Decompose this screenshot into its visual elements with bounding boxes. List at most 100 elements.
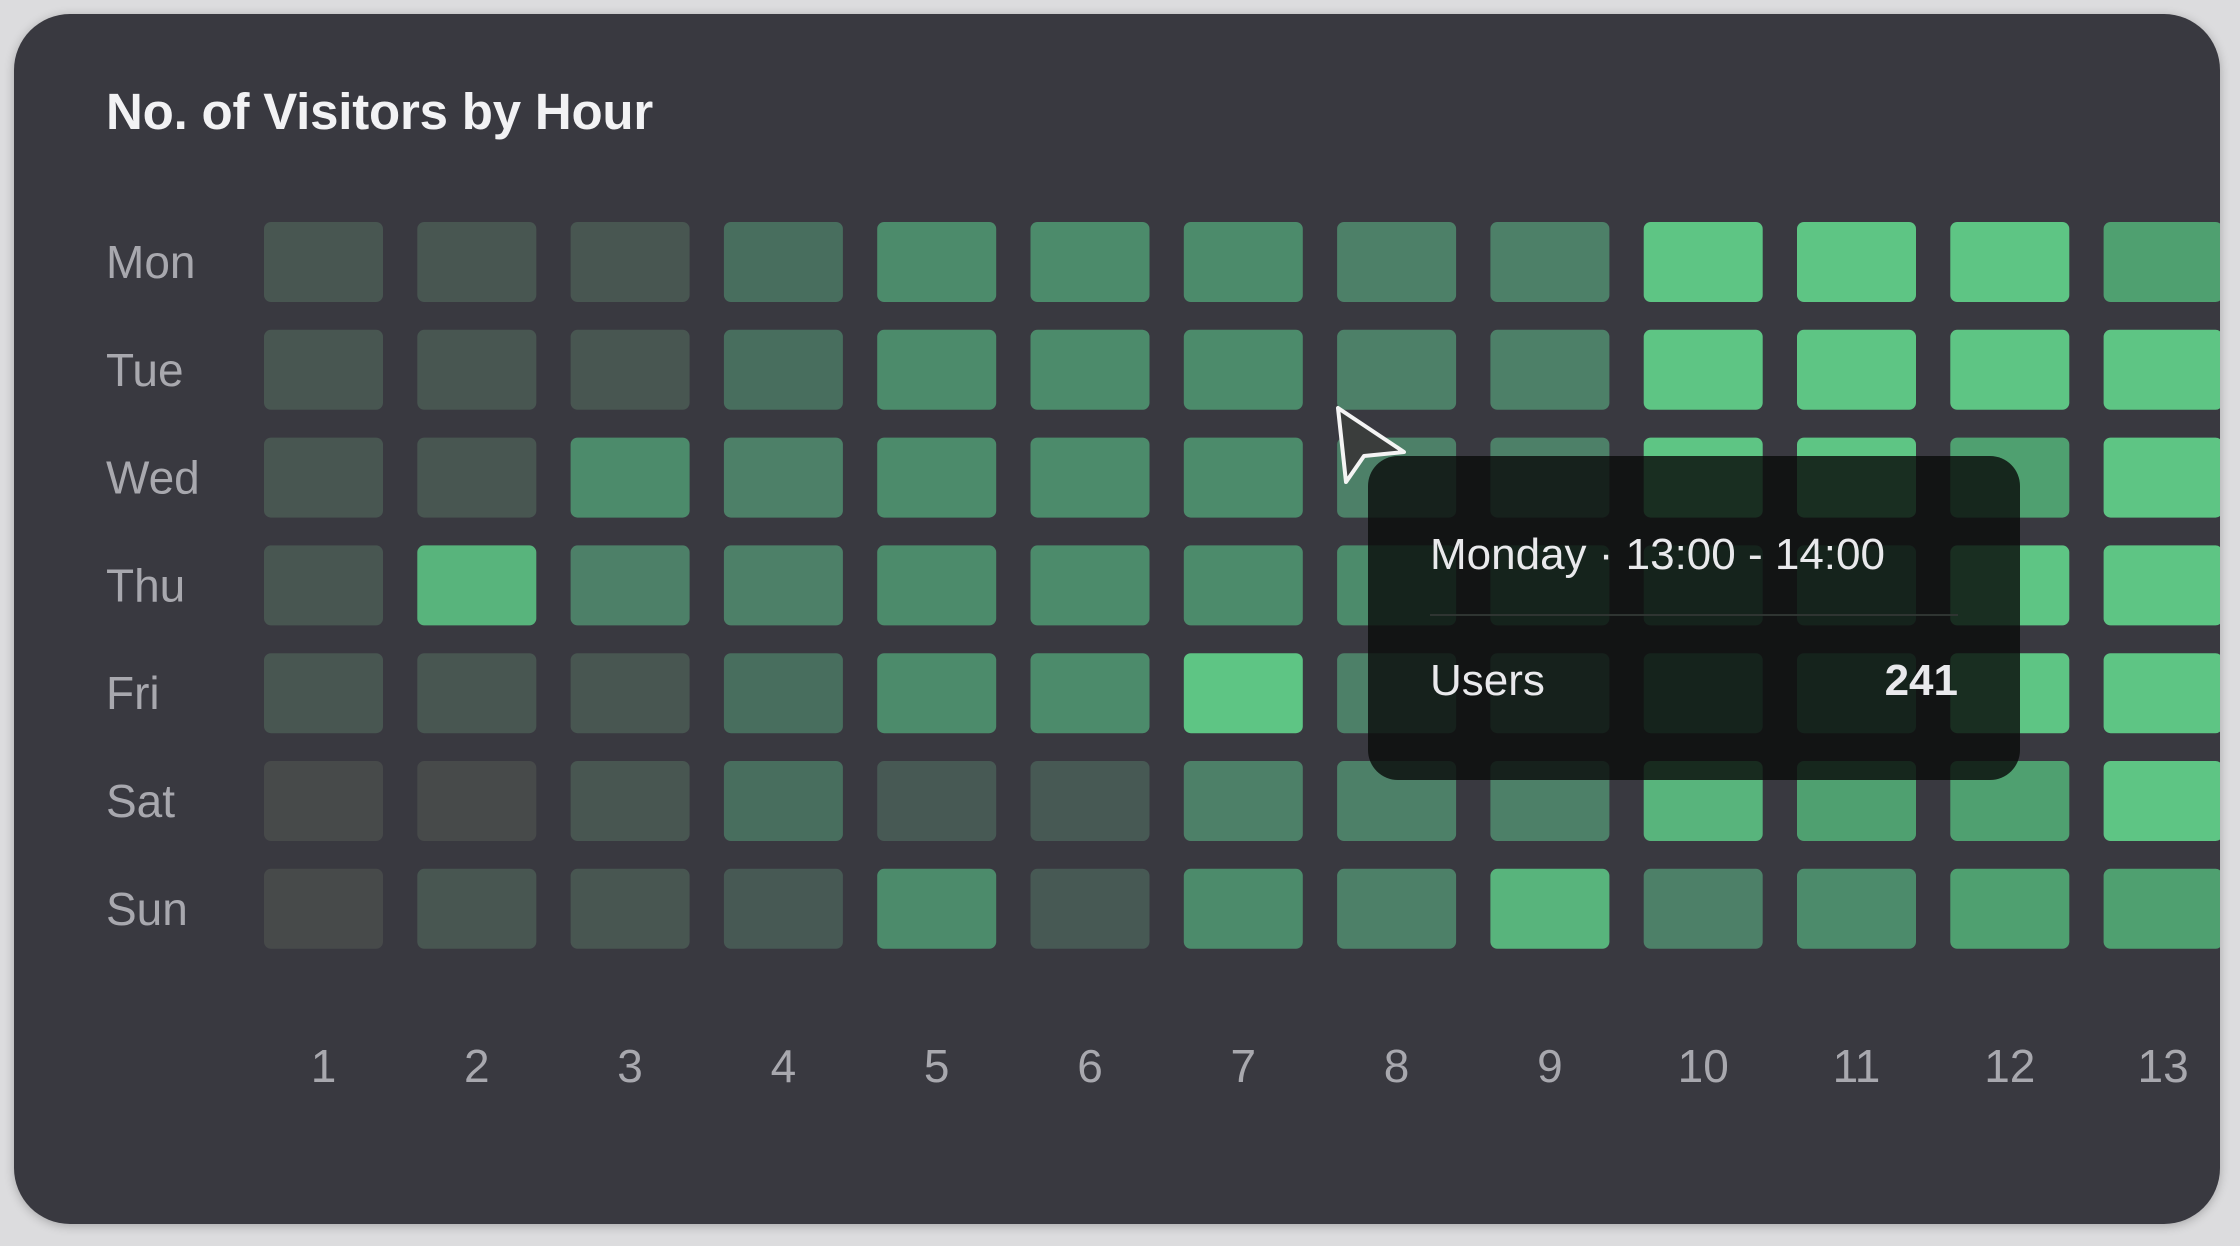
heatmap-cell-tue-8[interactable] [1337, 329, 1457, 410]
heatmap-cell-thu-1[interactable] [264, 545, 383, 626]
col-label-2: 2 [464, 1040, 490, 1092]
heatmap-cell-mon-4[interactable] [723, 222, 843, 302]
heatmap-cell-thu-2[interactable] [417, 545, 537, 626]
heatmap-cell-sat-13[interactable] [2103, 761, 2220, 841]
heatmap-cell-sat-11[interactable] [1797, 761, 1916, 841]
heatmap-cell-wed-13[interactable] [2103, 437, 2220, 518]
col-label-7: 7 [1231, 1040, 1257, 1092]
heatmap-cell-tue-5[interactable] [877, 329, 997, 410]
heatmap-cell-fri-3[interactable] [570, 653, 690, 734]
heatmap-cell-mon-8[interactable] [1337, 222, 1457, 302]
heatmap-cell-thu-7[interactable] [1183, 545, 1303, 626]
tooltip-divider [1430, 614, 1958, 616]
heatmap-cell-mon-1[interactable] [264, 222, 383, 302]
heatmap-cell-sat-7[interactable] [1183, 761, 1303, 841]
heatmap-cell-sat-10[interactable] [1643, 761, 1763, 841]
heatmap-cell-mon-5[interactable] [877, 222, 997, 302]
heatmap-cell-sun-8[interactable] [1337, 868, 1457, 949]
heatmap-cell-sat-1[interactable] [264, 761, 383, 841]
tooltip-value: 241 [1884, 656, 1958, 705]
heatmap-cell-sun-12[interactable] [1950, 868, 2070, 949]
heatmap-cell-sun-9[interactable] [1490, 868, 1610, 949]
chart-title: No. of Visitors by Hour [106, 83, 654, 140]
heatmap-cell-sun-1[interactable] [264, 868, 383, 949]
heatmap-cell-fri-1[interactable] [264, 653, 383, 734]
heatmap-cell-tue-6[interactable] [1030, 329, 1150, 410]
heatmap-cell-tue-1[interactable] [264, 329, 383, 410]
col-label-9: 9 [1537, 1040, 1563, 1092]
heatmap-cell-thu-5[interactable] [877, 545, 997, 626]
heatmap-cell-wed-2[interactable] [417, 437, 537, 518]
heatmap-cell-tue-12[interactable] [1950, 329, 2070, 410]
heatmap-cell-tue-4[interactable] [723, 329, 843, 410]
row-label-sun: Sun [106, 883, 188, 935]
heatmap-cell-sun-7[interactable] [1183, 868, 1303, 949]
row-label-sat: Sat [106, 775, 175, 827]
heatmap-cell-tue-11[interactable] [1797, 329, 1916, 410]
heatmap-cell-sat-6[interactable] [1030, 761, 1150, 841]
heatmap-cell-sat-8[interactable] [1337, 761, 1457, 841]
heatmap-cell-wed-5[interactable] [877, 437, 997, 518]
row-label-fri: Fri [106, 667, 160, 719]
heatmap-cell-mon-7[interactable] [1183, 222, 1303, 302]
heatmap-cell-sun-3[interactable] [570, 868, 690, 949]
heatmap-cell-fri-2[interactable] [417, 653, 537, 734]
heatmap-cell-thu-13[interactable] [2103, 545, 2220, 626]
heatmap-cell-sun-6[interactable] [1030, 868, 1150, 949]
heatmap-cell-fri-4[interactable] [723, 653, 843, 734]
heatmap-cell-sun-4[interactable] [723, 868, 843, 949]
heatmap-cell-fri-5[interactable] [877, 653, 997, 734]
heatmap-cell-wed-6[interactable] [1030, 437, 1150, 518]
heatmap-cell-sat-9[interactable] [1490, 761, 1610, 841]
heatmap-cell-tue-13[interactable] [2103, 329, 2220, 410]
col-label-11: 11 [1833, 1040, 1881, 1092]
row-label-wed: Wed [106, 452, 200, 504]
heatmap-cell-sun-13[interactable] [2103, 868, 2220, 949]
heatmap-cell-mon-13[interactable] [2103, 222, 2220, 302]
col-label-5: 5 [924, 1040, 950, 1092]
heatmap-cell-wed-1[interactable] [264, 437, 383, 518]
heatmap-cell-mon-11[interactable] [1797, 222, 1916, 302]
heatmap-cell-mon-12[interactable] [1950, 222, 2070, 302]
heatmap-cell-thu-6[interactable] [1030, 545, 1150, 626]
tooltip-header: Monday · 13:00 - 14:00 [1430, 530, 1885, 579]
row-label-tue: Tue [106, 344, 184, 396]
heatmap-cell-mon-10[interactable] [1643, 222, 1763, 302]
tooltip-label: Users [1430, 656, 1545, 705]
heatmap-cell-thu-3[interactable] [570, 545, 690, 626]
heatmap-cell-sun-2[interactable] [417, 868, 537, 949]
heatmap-cell-sat-2[interactable] [417, 761, 537, 841]
heatmap-cell-tue-2[interactable] [417, 329, 537, 410]
heatmap-cell-fri-13[interactable] [2103, 653, 2220, 734]
heatmap-cell-thu-4[interactable] [723, 545, 843, 626]
heatmap-cell-mon-6[interactable] [1030, 222, 1150, 302]
heatmap-cell-tue-3[interactable] [570, 329, 690, 410]
heatmap-cell-fri-7[interactable] [1183, 653, 1303, 734]
heatmap-cell-sun-5[interactable] [877, 868, 997, 949]
heatmap-cell-wed-3[interactable] [570, 437, 690, 518]
heatmap-cell-sun-10[interactable] [1643, 868, 1763, 949]
mouse-cursor-icon [1336, 406, 1406, 484]
heatmap-cell-mon-9[interactable] [1490, 222, 1610, 302]
heatmap-cell-wed-7[interactable] [1183, 437, 1303, 518]
heatmap-cell-sun-11[interactable] [1797, 868, 1916, 949]
heatmap-cell-sat-4[interactable] [723, 761, 843, 841]
col-label-1: 1 [311, 1040, 337, 1092]
row-label-thu: Thu [106, 559, 185, 611]
heatmap-cell-sat-12[interactable] [1950, 761, 2070, 841]
col-label-8: 8 [1384, 1040, 1410, 1092]
heatmap-cell-mon-2[interactable] [417, 222, 537, 302]
heatmap-cell-tue-10[interactable] [1643, 329, 1763, 410]
heatmap-cell-fri-6[interactable] [1030, 653, 1150, 734]
heatmap-cell-sat-5[interactable] [877, 761, 997, 841]
col-label-4: 4 [771, 1040, 797, 1092]
heatmap-cell-tue-7[interactable] [1183, 329, 1303, 410]
heatmap-cell-sat-3[interactable] [570, 761, 690, 841]
row-label-mon: Mon [106, 236, 195, 288]
heatmap-cell-wed-4[interactable] [723, 437, 843, 518]
col-label-13: 13 [2138, 1040, 2189, 1092]
heatmap-cell-tue-9[interactable] [1490, 329, 1610, 410]
heatmap-cell-mon-3[interactable] [570, 222, 690, 302]
col-label-3: 3 [617, 1040, 643, 1092]
chart-card: No. of Visitors by Hour Mon Tue Wed Thu Fri S… [14, 14, 2220, 1224]
